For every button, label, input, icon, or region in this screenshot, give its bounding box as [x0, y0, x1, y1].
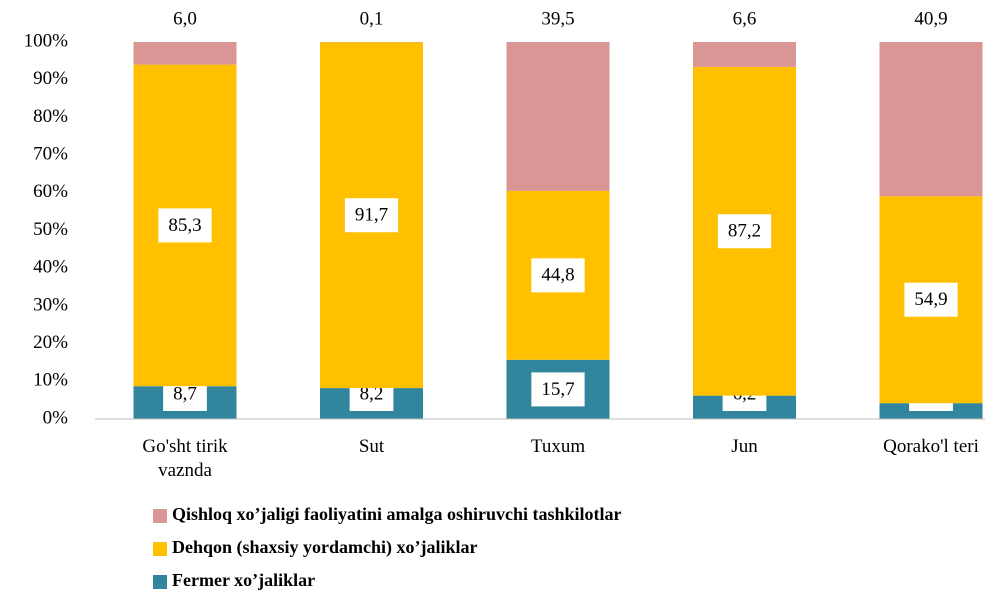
data-label: 44,8	[531, 258, 585, 293]
x-label-box: Sut	[358, 436, 385, 457]
label-box	[344, 198, 399, 233]
label-box	[158, 208, 212, 243]
data-label: 85,3	[158, 208, 212, 243]
label-box	[531, 372, 585, 407]
bar-segment	[879, 42, 983, 197]
y-tick-label: 80%	[33, 106, 68, 127]
data-label: 0,1	[360, 8, 384, 29]
legend-swatch	[153, 509, 167, 523]
x-label-box: Go'sht tirik vaznda	[142, 436, 228, 481]
y-tick-label: 20%	[33, 332, 68, 353]
data-label: 40,9	[914, 8, 947, 29]
data-label: 91,7	[344, 198, 399, 233]
data-label: 54,9	[904, 282, 958, 317]
data-label-text: 8,2	[360, 383, 384, 404]
bar-segment	[879, 403, 983, 419]
x-label-box: Tuxum	[530, 436, 586, 457]
data-label: 87,2	[717, 214, 772, 249]
label-box	[904, 282, 958, 317]
data-label-text: 85,3	[168, 215, 201, 236]
x-label-box: Jun	[731, 436, 758, 457]
bar-segment	[693, 42, 796, 67]
data-label: 6,0	[173, 8, 197, 29]
legend-swatch	[153, 575, 167, 589]
y-tick-label: 90%	[33, 68, 68, 89]
y-tick-label: 0%	[43, 407, 69, 428]
y-tick-label: 40%	[33, 257, 68, 278]
data-label-text: 91,7	[355, 205, 388, 226]
legend-label: Qishloq xo’jaligi faoliyatini amalga osh…	[172, 504, 622, 524]
label-box	[531, 258, 585, 293]
y-tick-label: 50%	[33, 219, 68, 240]
data-label: 6,6	[733, 8, 757, 29]
legend-label: Fermer xo’jaliklar	[172, 570, 315, 590]
data-label-text: 87,2	[728, 221, 761, 242]
bar-segment	[506, 42, 610, 191]
label-box	[717, 214, 772, 249]
legend-label: Dehqon (shaxsiy yordamchi) xo’jaliklar	[172, 537, 478, 558]
data-label-text: 15,7	[541, 379, 574, 400]
bar-segment	[133, 42, 237, 65]
y-tick-label: 30%	[33, 294, 68, 315]
legend-swatch	[153, 542, 167, 556]
y-tick-label: 70%	[33, 143, 68, 164]
data-label-text: 8,7	[173, 383, 197, 404]
x-label-box: Qorako'l teri	[883, 436, 979, 457]
y-tick-label: 10%	[33, 370, 68, 391]
y-tick-label: 100%	[24, 30, 69, 51]
y-tick-label: 60%	[33, 181, 68, 202]
x-tick-label: Sut	[358, 436, 385, 457]
x-tick-label: Tuxum	[530, 436, 586, 457]
data-label: 39,5	[541, 8, 574, 29]
data-label: 15,7	[531, 372, 585, 407]
data-label-text: 44,8	[541, 265, 574, 286]
x-tick-label: Go'sht tirik vaznda	[142, 436, 228, 481]
x-tick-label: Qorako'l teri	[883, 436, 979, 457]
x-tick-label: Jun	[731, 436, 758, 457]
data-label-text: 54,9	[914, 289, 947, 310]
